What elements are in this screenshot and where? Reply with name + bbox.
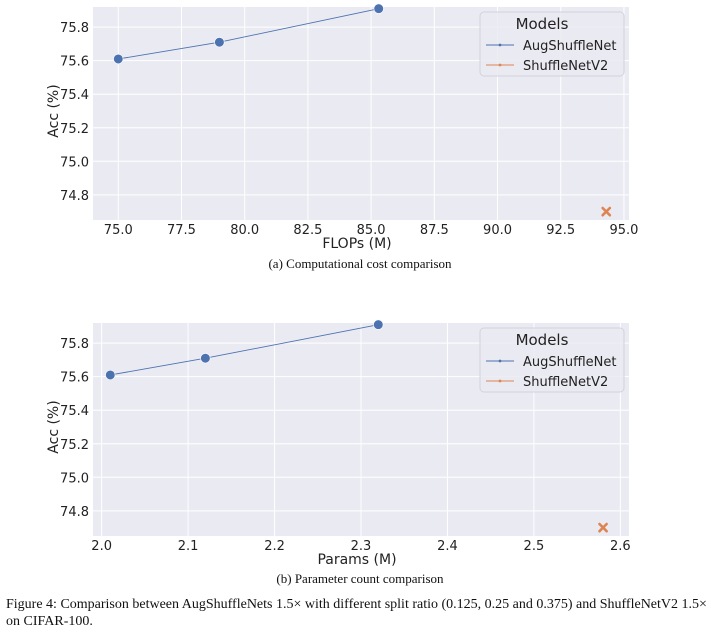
x-tick-label: 2.4 — [437, 539, 458, 554]
x-tick-label: 92.5 — [546, 223, 575, 238]
x-tick-label: 82.5 — [293, 223, 322, 238]
chart-flops-svg: 75.0 77.5 80.0 82.5 85.0 87.5 90.0 92.5 95.0 74.8… — [46, 3, 638, 250]
y-tick-label: 75.4 — [60, 88, 89, 103]
y-tick-label: 75.2 — [60, 438, 89, 453]
x-tick-label: 85.0 — [357, 223, 386, 238]
y-tick-label: 75.2 — [60, 122, 89, 137]
legend-entry-shufflenetv2: ShuffleNetV2 — [523, 375, 608, 390]
x-marker-stroke — [601, 206, 612, 217]
legend-entry-augshufflenet: AugShuffleNet — [523, 39, 617, 54]
y-tick-label: 75.0 — [60, 155, 89, 170]
data-point-shufflenetv2 — [601, 206, 612, 217]
y-tick-label: 75.6 — [60, 55, 89, 70]
chart-params-svg: 2.0 2.1 2.2 2.3 2.4 2.5 2.6 74.8 75.0 75.2 75.4 75.… — [46, 319, 631, 566]
x-tick-label: 80.0 — [230, 223, 259, 238]
legend-swatch-marker — [498, 63, 502, 67]
subcaption-a: (a) Computational cost comparison — [268, 256, 452, 271]
subcaption-b: (b) Parameter count comparison — [276, 571, 444, 586]
y-tick-label: 74.8 — [60, 189, 89, 204]
data-point-augshufflenet — [373, 3, 384, 14]
legend-title: Models — [516, 15, 569, 33]
x-tick-label: 2.1 — [178, 539, 199, 554]
x-marker-stroke — [598, 522, 608, 533]
y-tick-label: 75.4 — [60, 404, 89, 419]
y-axis-title: Acc (%) — [46, 84, 62, 137]
data-point-augshufflenet — [113, 53, 124, 65]
chart-flops: 75.0 77.5 80.0 82.5 85.0 87.5 90.0 92.5 95.0 74.8… — [0, 0, 720, 250]
data-point-augshufflenet — [105, 369, 116, 381]
y-tick-label: 74.8 — [60, 505, 89, 520]
y-tick-label: 75.8 — [60, 21, 89, 36]
x-tick-label: 90.0 — [483, 223, 512, 238]
y-tick-label: 75.8 — [60, 337, 89, 352]
legend-swatch-marker — [498, 359, 502, 363]
legend: Models AugShuffleNet ShuffleNetV2 — [479, 327, 625, 393]
legend-entry-augshufflenet: AugShuffleNet — [523, 355, 617, 370]
legend-swatch-marker — [498, 379, 502, 383]
data-point-augshufflenet — [214, 37, 225, 48]
legend-entry-shufflenetv2: ShuffleNetV2 — [523, 59, 608, 74]
x-tick-label: 2.3 — [351, 539, 372, 554]
y-axis-title: Acc (%) — [46, 400, 62, 453]
x-tick-label: 77.5 — [167, 223, 196, 238]
x-tick-label: 2.6 — [610, 539, 631, 554]
x-tick-label: 2.2 — [264, 539, 285, 554]
legend-title: Models — [516, 331, 569, 349]
y-tick-label: 75.6 — [60, 371, 89, 386]
x-tick-label: 87.5 — [420, 223, 449, 238]
chart-params: 2.0 2.1 2.2 2.3 2.4 2.5 2.6 74.8 75.0 75.2 75.4 75.… — [0, 316, 720, 566]
x-tick-label: 2.0 — [91, 539, 112, 554]
x-axis-title: FLOPs (M) — [322, 236, 391, 250]
data-point-shufflenetv2 — [598, 522, 608, 533]
x-tick-label: 95.0 — [609, 223, 638, 238]
x-axis-title: Params (M) — [317, 552, 396, 566]
x-tick-label: 75.0 — [104, 223, 133, 238]
data-point-augshufflenet — [373, 319, 384, 330]
legend-box — [479, 327, 625, 393]
legend: Models AugShuffleNet ShuffleNetV2 — [479, 11, 625, 77]
legend-swatch-marker — [498, 43, 502, 47]
x-tick-label: 2.5 — [524, 539, 545, 554]
legend-box — [479, 11, 625, 77]
figure-caption: Figure 4: Comparison between AugShuffleN… — [6, 597, 707, 629]
data-point-augshufflenet — [200, 353, 211, 364]
y-tick-label: 75.0 — [60, 471, 89, 486]
